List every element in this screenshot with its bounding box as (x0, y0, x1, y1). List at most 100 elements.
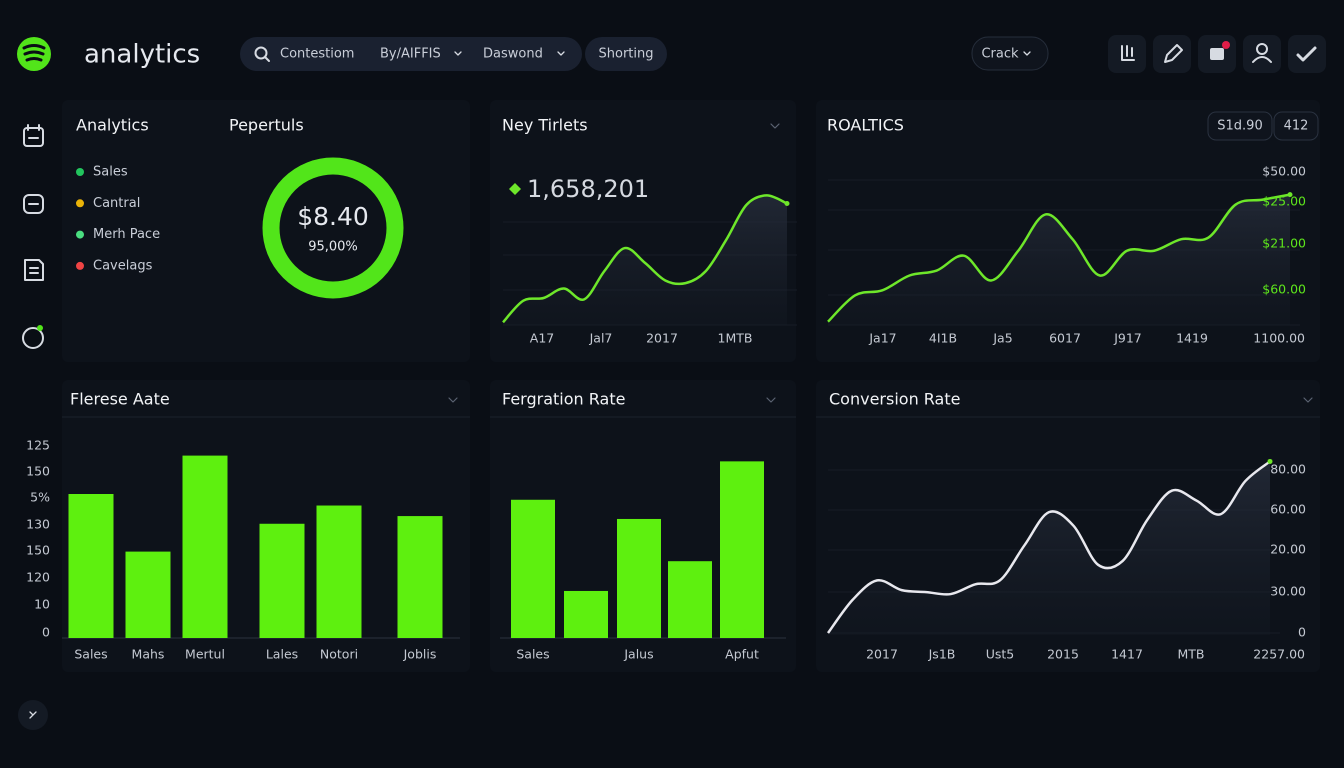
chevron (557, 51, 565, 56)
bar (397, 516, 443, 638)
chevron (766, 397, 776, 403)
x-tick-label: 2257.00 (1253, 647, 1305, 662)
panel-title: Pepertuls (229, 116, 304, 135)
x-tick-label: Notori (320, 647, 358, 662)
y-tick-label: 125 (26, 438, 50, 453)
sidebar-icon (27, 124, 40, 139)
sidebar-dot (37, 325, 43, 331)
line-area (503, 195, 787, 325)
donut-value: $8.40 (297, 202, 369, 231)
chevron (1023, 51, 1031, 56)
y-tick-label: 0 (42, 625, 50, 640)
x-tick-label: 4I1B (929, 331, 957, 346)
legend-dot (76, 230, 84, 239)
headline: 1,658,201 (527, 175, 649, 203)
x-tick-label: Jalus (623, 647, 653, 662)
brand: analytics (84, 40, 200, 70)
x-tick-label: Mahs (132, 647, 165, 662)
y-tick-label: $60.00 (1262, 282, 1306, 297)
icon-button[interactable] (1153, 35, 1191, 73)
y-tick-label: $21.00 (1262, 236, 1306, 251)
bar (68, 494, 114, 638)
y-tick-label: 150 (26, 464, 50, 479)
icon (1210, 48, 1224, 60)
x-tick-label: Apfut (725, 647, 759, 662)
x-tick-label: 1100.00 (1253, 331, 1305, 346)
line-end (1287, 192, 1293, 198)
chevron (1303, 397, 1313, 403)
x-tick-label: A17 (530, 331, 554, 346)
x-tick-label: 1419 (1176, 331, 1208, 346)
search-icon[interactable] (254, 46, 268, 60)
bar (511, 499, 555, 638)
panel-title: Analytics (76, 116, 149, 135)
dropdown-label: Crack (981, 47, 1019, 62)
chevron (454, 51, 462, 56)
y-tick-label: 150 (26, 543, 50, 558)
legend-label: Cantral (93, 196, 140, 211)
y-tick-label: 120 (26, 570, 50, 585)
x-tick-label: Ja17 (868, 331, 896, 346)
toolbar (1108, 35, 1326, 73)
panel-title: Ney Tirlets (502, 116, 588, 135)
x-tick-label: Ja5 (992, 331, 1012, 346)
bar (617, 518, 661, 638)
x-tick-label: 2015 (1047, 647, 1079, 662)
sidebar-icon[interactable] (24, 259, 44, 281)
nav-item[interactable]: By/AIFFIS (380, 47, 441, 62)
badge-label: 412 (1284, 119, 1309, 134)
sidebar-icon[interactable] (23, 194, 44, 214)
x-tick-label: Jal7 (589, 331, 613, 346)
donut-ring (262, 157, 404, 299)
sidebar (18, 124, 48, 730)
legend-label: Sales (93, 165, 128, 180)
line (502, 194, 788, 324)
bar (125, 551, 171, 638)
line (826, 460, 1271, 634)
button-label: Shorting (599, 47, 654, 62)
nav-item[interactable]: Daswond (483, 47, 543, 62)
bar (182, 455, 228, 638)
legend-dot (76, 261, 84, 270)
icon (1256, 43, 1268, 55)
sidebar-icon[interactable] (22, 327, 44, 349)
nav-item[interactable]: Contestiom (280, 47, 354, 62)
x-tick-label: 1MTB (718, 331, 753, 346)
badge (1207, 111, 1273, 141)
x-tick-label: 2017 (646, 331, 678, 346)
y-tick-label: $50.00 (1262, 164, 1306, 179)
legend-label: Merh Pace (93, 227, 160, 242)
bar (668, 561, 712, 638)
x-tick-label: 6017 (1049, 331, 1081, 346)
icon (29, 711, 37, 719)
y-tick-label: 30.00 (1270, 584, 1306, 599)
panel-title: Conversion Rate (829, 390, 960, 409)
icon (1252, 56, 1272, 63)
line-end (1267, 458, 1273, 464)
x-tick-label: Sales (516, 647, 549, 662)
button[interactable] (585, 37, 667, 71)
sidebar-icon[interactable] (23, 127, 44, 147)
y-tick-label: 20.00 (1270, 542, 1306, 557)
legend-dot (76, 199, 84, 208)
donut-subtitle: 95,00% (308, 240, 358, 255)
y-tick-label: $25.00 (1262, 194, 1306, 209)
headline-icon (509, 183, 521, 195)
bar (564, 590, 608, 638)
icon (1121, 45, 1135, 61)
x-tick-label: Js1B (928, 647, 956, 662)
dropdown[interactable] (971, 36, 1049, 71)
legend-label: Cavelags (93, 258, 153, 273)
bar (259, 523, 305, 638)
icon (1296, 46, 1317, 62)
bar (720, 461, 764, 638)
search-icon (264, 56, 270, 62)
x-tick-label: MTB (1178, 647, 1205, 662)
x-tick-label: Mertul (185, 647, 225, 662)
y-tick-label: 5% (30, 490, 50, 505)
logo[interactable] (17, 37, 51, 71)
y-tick-label: 60.00 (1270, 502, 1306, 517)
x-tick-label: Ust5 (986, 647, 1015, 662)
